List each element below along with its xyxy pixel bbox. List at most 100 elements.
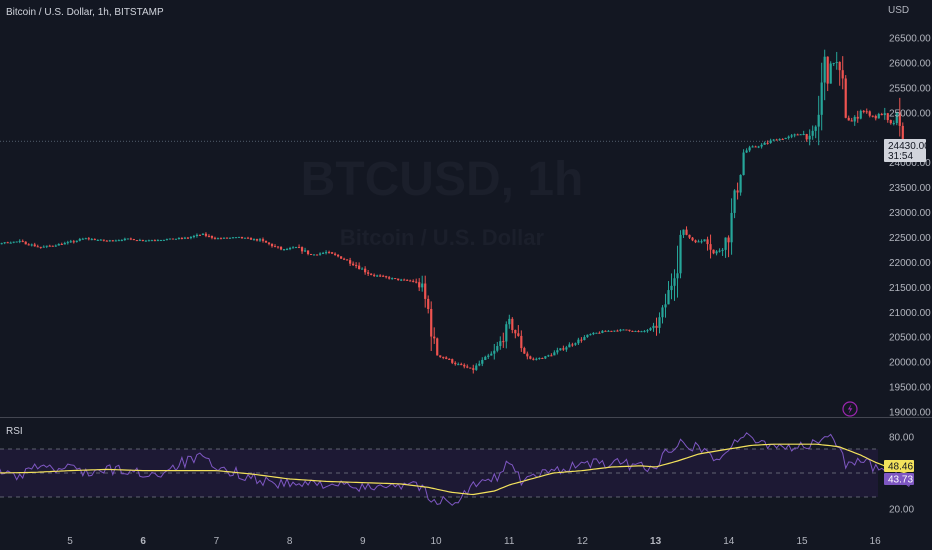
candle-body bbox=[817, 114, 820, 127]
time-tick-label: 13 bbox=[650, 536, 662, 547]
candle bbox=[472, 364, 475, 374]
price-pane[interactable] bbox=[0, 49, 913, 374]
candle bbox=[180, 237, 184, 240]
candle bbox=[673, 269, 676, 301]
candle-body bbox=[436, 338, 439, 356]
candle-body bbox=[126, 238, 129, 240]
candle bbox=[535, 357, 538, 361]
candle bbox=[550, 353, 553, 357]
candle bbox=[625, 329, 628, 331]
candle-body bbox=[114, 240, 117, 242]
time-tick-label: 7 bbox=[214, 536, 220, 547]
symbol-watermark-subtitle: Bitcoin / U.S. Dollar bbox=[340, 225, 545, 250]
candle bbox=[829, 61, 832, 84]
candle-body bbox=[12, 241, 15, 243]
candle-body bbox=[526, 353, 529, 357]
candle bbox=[111, 239, 114, 242]
candle-body bbox=[454, 362, 457, 365]
candle bbox=[69, 239, 72, 243]
symbol-title[interactable]: Bitcoin / U.S. Dollar, 1h, BITSTAMP bbox=[6, 7, 164, 18]
candle bbox=[670, 273, 673, 300]
candle-body bbox=[517, 333, 520, 336]
candle-body bbox=[754, 146, 757, 148]
candle bbox=[51, 245, 54, 247]
candle-body bbox=[201, 233, 205, 235]
alert-button[interactable] bbox=[842, 401, 858, 417]
candle-body bbox=[177, 237, 181, 239]
candle bbox=[793, 133, 796, 138]
candle-body bbox=[853, 116, 856, 122]
candle-body bbox=[529, 356, 532, 359]
candle bbox=[568, 342, 571, 348]
candle bbox=[99, 239, 102, 241]
candle bbox=[346, 259, 349, 261]
candle bbox=[862, 110, 865, 114]
candle bbox=[159, 239, 162, 242]
candle-body bbox=[138, 239, 141, 241]
candle bbox=[838, 61, 841, 86]
candle-body bbox=[886, 113, 889, 121]
candle-body bbox=[192, 235, 196, 238]
candle bbox=[370, 273, 373, 276]
time-tick-label: 14 bbox=[723, 536, 735, 547]
candle bbox=[201, 233, 205, 236]
candle bbox=[349, 257, 352, 267]
candle-body bbox=[874, 115, 877, 119]
candle bbox=[156, 239, 159, 242]
candle-body bbox=[168, 238, 171, 240]
candle-body bbox=[123, 238, 126, 241]
candle-body bbox=[135, 240, 138, 242]
candle bbox=[823, 49, 826, 101]
candle-body bbox=[883, 113, 886, 116]
candle bbox=[868, 110, 871, 118]
candle-body bbox=[42, 246, 45, 248]
candle-body bbox=[640, 331, 643, 333]
time-axis[interactable]: 5 6 7 8 9 10 11 12 13 14 15 16 bbox=[67, 536, 881, 547]
candle-body bbox=[646, 330, 649, 332]
candle-body bbox=[775, 139, 778, 141]
candle bbox=[880, 112, 883, 116]
candle bbox=[186, 236, 190, 239]
rsi-axis[interactable]: 80.00 20.00 bbox=[889, 433, 914, 516]
candle bbox=[817, 95, 820, 146]
candle-body bbox=[153, 240, 156, 242]
candle-body bbox=[793, 134, 796, 136]
candle bbox=[628, 329, 631, 332]
candle bbox=[652, 322, 655, 332]
candle-body bbox=[373, 274, 376, 276]
candle-body bbox=[240, 236, 244, 239]
candle-body bbox=[772, 139, 775, 141]
candle-body bbox=[45, 245, 48, 247]
candle bbox=[769, 138, 772, 144]
candle-body bbox=[787, 136, 790, 138]
candle bbox=[391, 277, 394, 280]
candle-body bbox=[820, 82, 823, 115]
rsi-label[interactable]: RSI bbox=[6, 426, 23, 437]
candle-body bbox=[382, 275, 385, 277]
candle bbox=[601, 330, 604, 334]
candle-body bbox=[186, 237, 190, 239]
candle bbox=[856, 110, 859, 123]
candle bbox=[261, 237, 265, 243]
candle-body bbox=[472, 368, 475, 370]
candle bbox=[219, 237, 223, 240]
candle-body bbox=[333, 253, 337, 255]
candle-body bbox=[724, 237, 727, 250]
candle bbox=[499, 336, 502, 350]
candle bbox=[303, 247, 307, 253]
candle-body bbox=[237, 236, 241, 238]
candle-body bbox=[598, 332, 601, 334]
price-axis[interactable]: 26500.00 26000.00 25500.00 25000.00 24000.00… bbox=[889, 33, 931, 418]
candle-body bbox=[48, 245, 51, 247]
candle bbox=[312, 254, 316, 256]
candle bbox=[556, 347, 559, 355]
candle-body bbox=[697, 241, 700, 243]
candle-body bbox=[718, 250, 721, 252]
candle-body bbox=[321, 252, 325, 254]
candle-body bbox=[727, 237, 730, 243]
rsi-pane[interactable] bbox=[0, 432, 913, 506]
candle-body bbox=[90, 239, 93, 241]
candle-body bbox=[826, 56, 829, 84]
candle bbox=[78, 237, 81, 242]
